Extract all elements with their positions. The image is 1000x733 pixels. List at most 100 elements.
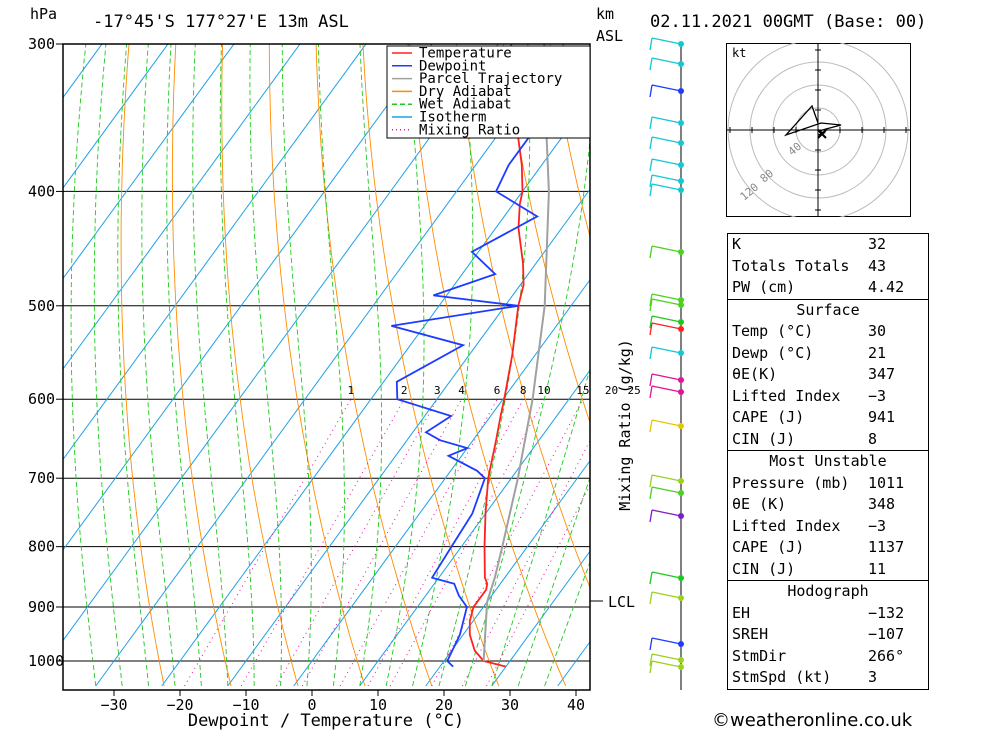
index-label: Temp (°C) xyxy=(732,322,814,340)
mixing-ratio-line xyxy=(275,398,438,687)
indices-top: K 32 Totals Totals 43 PW (cm) 4.42 xyxy=(728,234,928,299)
wind-barb xyxy=(651,346,682,354)
wind-barb xyxy=(651,373,682,381)
isotherm-line xyxy=(293,278,590,687)
wind-barb xyxy=(651,298,682,306)
index-value: −3 xyxy=(868,516,887,535)
mixing-ratio-labels: 1 2 3 4 6 8 10 15 20 25 xyxy=(347,384,640,397)
index-label: θE (K) xyxy=(732,495,787,513)
dry-adiabat-line xyxy=(456,44,590,589)
datetime-title: 02.11.2021 00GMT (Base: 00) xyxy=(650,12,926,32)
temperature-tick-label: −30 xyxy=(100,696,127,714)
mixing-ratio-axis-label: Mixing Ratio (g/kg) xyxy=(616,339,634,511)
wind-barb-flag xyxy=(649,373,653,387)
index-row: PW (cm) 4.42 xyxy=(728,277,928,299)
temperature-tick-label: −10 xyxy=(232,696,259,714)
index-row: EH −132 xyxy=(728,603,928,625)
wet-adiabat-line xyxy=(93,44,123,687)
index-value: 32 xyxy=(868,235,887,253)
wind-barb-flag xyxy=(649,57,653,71)
wind-barb-flag xyxy=(649,174,653,188)
wet-adiabat-line xyxy=(141,44,176,687)
index-value: −132 xyxy=(868,603,905,622)
wind-barb xyxy=(651,474,682,482)
pressure-tick-label: 500 xyxy=(28,297,55,315)
index-value: 4.42 xyxy=(868,278,905,296)
index-value: 266° xyxy=(868,646,905,665)
index-label: K xyxy=(732,235,742,253)
index-row: Lifted Index −3 xyxy=(728,386,928,408)
wind-barb-flag xyxy=(649,158,653,172)
lcl-label: LCL xyxy=(608,593,635,611)
dry-adiabat-line xyxy=(409,44,567,687)
wind-barb xyxy=(651,660,682,668)
wind-barb xyxy=(651,385,682,393)
mixing-ratio-label: 3 xyxy=(434,384,441,397)
index-label: PW (cm) xyxy=(732,278,796,296)
temperature-axis: −30 −20 −10 0 10 20 30 40 xyxy=(100,690,585,714)
wet-adiabat-line xyxy=(281,44,312,687)
index-label: SREH xyxy=(732,625,769,643)
index-value: 1137 xyxy=(868,538,905,556)
pressure-axis: 300 400 500 600 700 800 900 1000 xyxy=(28,35,64,670)
dry-adiabat-line xyxy=(918,27,1000,686)
x-axis-label: Dewpoint / Temperature (°C) xyxy=(188,711,464,731)
wind-barb-flag xyxy=(649,84,653,98)
pressure-tick-label: 600 xyxy=(28,390,55,408)
legend-label: Dry Adiabat xyxy=(419,84,512,100)
mixing-ratio-line xyxy=(431,398,584,687)
wind-barb xyxy=(651,637,682,645)
wind-barb xyxy=(651,183,682,191)
pressure-unit-label: hPa xyxy=(30,5,57,23)
index-row: Pressure (mb) 1011 xyxy=(728,473,928,495)
wind-barb-flag xyxy=(649,660,653,674)
wind-barb-flag xyxy=(649,37,653,51)
wind-barb-flag xyxy=(649,346,653,360)
index-row: θE (K) 348 xyxy=(728,494,928,516)
wind-barb-flag xyxy=(649,591,653,605)
mixing-ratio-label: 25 xyxy=(627,384,640,397)
index-label: CIN (J) xyxy=(732,559,796,578)
temperature-tick-label: 30 xyxy=(501,696,519,714)
credit-text: ©weatheronline.co.uk xyxy=(712,710,913,731)
wind-barb xyxy=(651,591,682,599)
index-row: CAPE (J) 1137 xyxy=(728,537,928,559)
wind-barb xyxy=(651,57,682,65)
isotherm-line xyxy=(0,27,49,686)
index-label: EH xyxy=(732,603,751,622)
index-label: CIN (J) xyxy=(732,429,796,448)
index-row: θE(K) 347 xyxy=(728,364,928,386)
wind-barb xyxy=(651,322,682,330)
index-row: Lifted Index −3 xyxy=(728,516,928,538)
pressure-tick-label: 700 xyxy=(28,469,55,487)
wet-adiabat-line xyxy=(166,44,202,687)
dry-adiabat-line xyxy=(549,44,590,239)
wind-barb-flag xyxy=(649,293,653,307)
indices-panel: K 32 Totals Totals 43 PW (cm) 4.42 Surface Te… xyxy=(727,233,929,690)
index-row: K 32 xyxy=(728,234,928,256)
wind-barb-flag xyxy=(649,419,653,433)
temperature-tick-label: −20 xyxy=(166,696,193,714)
temperature-tick-label: 10 xyxy=(369,696,387,714)
isotherm-line xyxy=(63,44,169,189)
isotherm-line xyxy=(491,550,590,687)
index-label: θE(K) xyxy=(732,365,778,383)
hodograph-title: Hodograph xyxy=(787,582,869,600)
wind-barb-flag xyxy=(649,183,653,197)
mixing-ratio-line xyxy=(389,398,545,687)
dry-adiabat-line xyxy=(171,44,232,687)
wind-barb xyxy=(651,486,682,494)
isotherm-line xyxy=(63,44,433,551)
wind-barb-flag xyxy=(649,315,653,329)
dry-adiabat-line xyxy=(502,44,590,424)
isotherm-line xyxy=(63,44,367,461)
temperature-line xyxy=(468,44,525,668)
isotherm-line xyxy=(227,188,590,687)
wind-barb xyxy=(651,419,682,427)
indices-most-unstable: Most Unstable Pressure (mb) 1011 θE (K) 348… xyxy=(728,450,928,580)
legend-label: Isotherm xyxy=(419,110,486,126)
wind-barb xyxy=(651,509,682,517)
isotherm-line xyxy=(359,369,590,687)
